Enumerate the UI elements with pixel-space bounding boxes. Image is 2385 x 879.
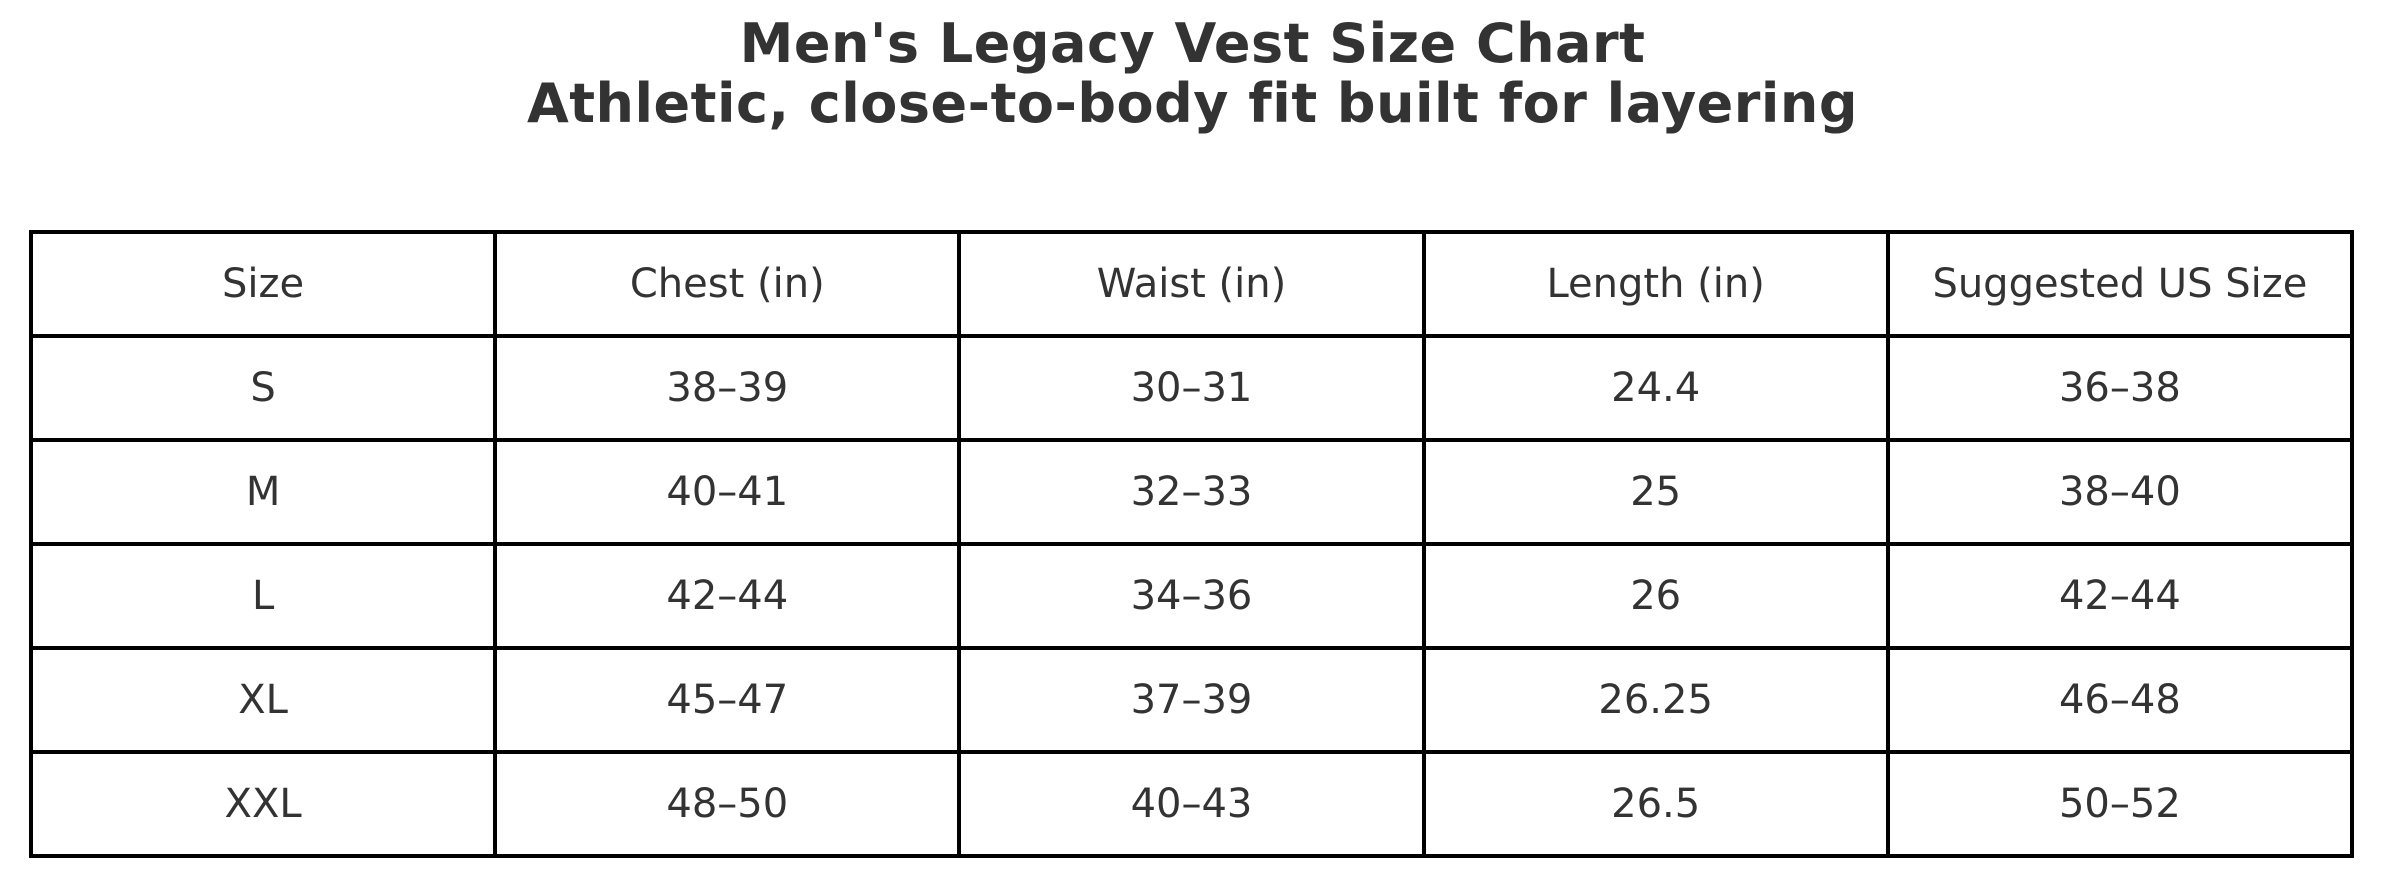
cell-xl-chest-in: 45–47: [493, 646, 962, 754]
table-row-xl: XL 45–47 37–39 26.25 46–48: [28, 646, 2355, 754]
cell-s-waist-in: 30–31: [957, 334, 1426, 442]
cell-s-length-in: 24.4: [1421, 334, 1890, 442]
cell-m-size: M: [28, 438, 498, 546]
column-header-length-in: Length (in): [1421, 230, 1890, 338]
cell-xxl-length-in: 26.5: [1421, 750, 1890, 858]
table-row-m: M 40–41 32–33 25 38–40: [28, 438, 2355, 546]
table-row-xxl: XXL 48–50 40–43 26.5 50–52: [28, 750, 2355, 858]
cell-m-length-in: 25: [1421, 438, 1890, 546]
cell-m-waist-in: 32–33: [957, 438, 1426, 546]
column-header-waist-in: Waist (in): [957, 230, 1426, 338]
column-header-chest-in: Chest (in): [493, 230, 962, 338]
cell-xxl-waist-in: 40–43: [957, 750, 1426, 858]
size-chart-table-body: S 38–39 30–31 24.4 36–38 M 40–41 32–33 25 38–40 L 4…: [28, 334, 2355, 858]
cell-xl-waist-in: 37–39: [957, 646, 1426, 754]
table-row-s: S 38–39 30–31 24.4 36–38: [28, 334, 2355, 442]
size-chart-table-head: Size Chest (in) Waist (in) Length (in) Sugge…: [28, 230, 2355, 338]
page-title: Men's Legacy Vest Size Chart Athletic, c…: [0, 14, 2385, 134]
size-chart-table: Size Chest (in) Waist (in) Length (in) Sugge…: [28, 230, 2355, 858]
cell-xl-size: XL: [28, 646, 498, 754]
cell-s-chest-in: 38–39: [493, 334, 962, 442]
column-header-size: Size: [28, 230, 498, 338]
cell-l-chest-in: 42–44: [493, 542, 962, 650]
cell-l-waist-in: 34–36: [957, 542, 1426, 650]
cell-l-size: L: [28, 542, 498, 650]
cell-xxl-chest-in: 48–50: [493, 750, 962, 858]
cell-s-size: S: [28, 334, 498, 442]
page-title-line1: Men's Legacy Vest Size Chart: [739, 12, 1646, 75]
cell-xl-length-in: 26.25: [1421, 646, 1890, 754]
cell-xl-suggested-us-size: 46–48: [1885, 646, 2355, 754]
cell-l-length-in: 26: [1421, 542, 1890, 650]
cell-xxl-suggested-us-size: 50–52: [1885, 750, 2355, 858]
cell-l-suggested-us-size: 42–44: [1885, 542, 2355, 650]
cell-s-suggested-us-size: 36–38: [1885, 334, 2355, 442]
table-header-row: Size Chest (in) Waist (in) Length (in) Sugge…: [28, 230, 2355, 338]
cell-m-chest-in: 40–41: [493, 438, 962, 546]
cell-xxl-size: XXL: [28, 750, 498, 858]
cell-m-suggested-us-size: 38–40: [1885, 438, 2355, 546]
table-row-l: L 42–44 34–36 26 42–44: [28, 542, 2355, 650]
column-header-suggested-us-size: Suggested US Size: [1885, 230, 2355, 338]
page-title-line2: Athletic, close-to-body fit built for la…: [526, 72, 1859, 135]
